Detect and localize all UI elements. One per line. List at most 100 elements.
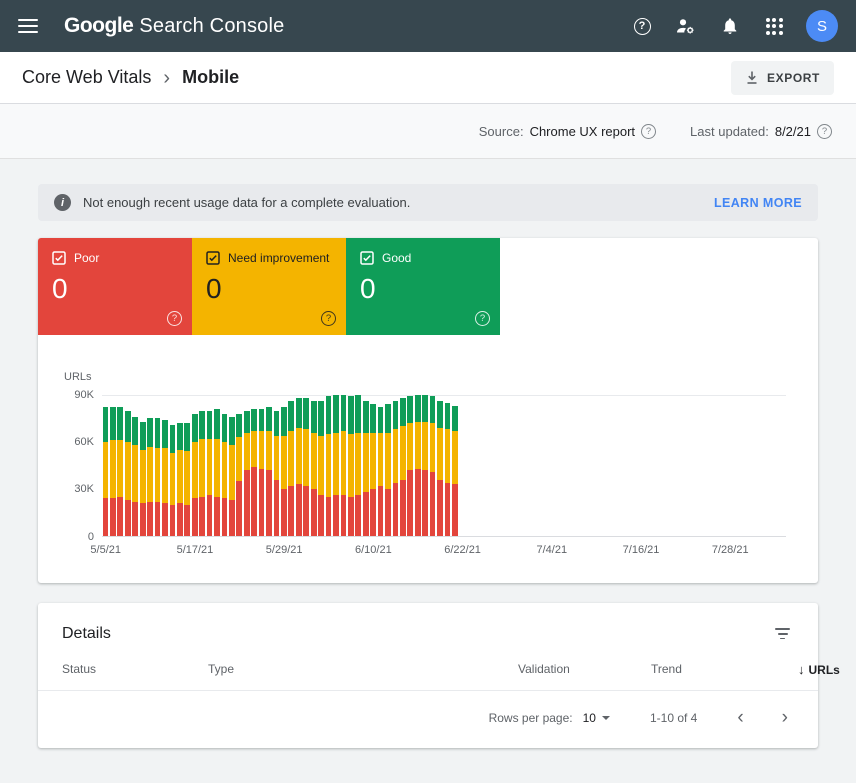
bar-6/19/21[interactable] (437, 401, 443, 536)
bar-6/12/21[interactable] (385, 404, 391, 536)
rows-per-page-select[interactable]: 10 (583, 711, 610, 725)
checked-checkbox-icon[interactable] (52, 251, 66, 265)
menu-icon[interactable] (18, 19, 38, 33)
bar-6/16/21[interactable] (414, 394, 421, 536)
bar-6/11/21[interactable] (377, 407, 384, 536)
x-tick-5/17/21: 5/17/21 (176, 544, 214, 556)
apps-grid-icon (765, 17, 783, 35)
bar-6/5/21[interactable] (333, 394, 339, 536)
help-icon: ? (633, 17, 651, 35)
source-value: Chrome UX report (529, 123, 636, 139)
bar-6/15/21[interactable] (407, 396, 414, 536)
bar-5/10/21[interactable] (139, 421, 146, 536)
bar-5/19/21[interactable] (206, 410, 213, 536)
bar-5/31/21[interactable] (295, 398, 302, 536)
bar-6/17/21[interactable] (422, 394, 429, 536)
bar-6/9/21[interactable] (362, 401, 369, 536)
apps-button[interactable] (762, 14, 786, 38)
bar-5/23/21[interactable] (236, 413, 243, 536)
tile-need-improvement[interactable]: Need improvement 0 ? (192, 238, 346, 335)
last-updated-help-icon[interactable]: ? (817, 123, 832, 139)
last-updated-label: Last updated: (690, 123, 769, 139)
bar-6/20/21[interactable] (444, 402, 451, 536)
bar-5/8/21[interactable] (124, 410, 131, 536)
bar-5/18/21[interactable] (199, 410, 205, 536)
breadcrumb-core-web-vitals[interactable]: Core Web Vitals (22, 67, 152, 87)
bar-5/17/21[interactable] (191, 413, 198, 536)
pagination-range: 1-10 of 4 (649, 710, 698, 725)
bar-5/9/21[interactable] (132, 416, 139, 536)
user-settings-button[interactable] (674, 14, 698, 38)
tile-poor-help-icon[interactable]: ? (167, 311, 182, 326)
google-search-console-logo[interactable]: Google Search Console (64, 14, 284, 38)
bar-5/30/21[interactable] (288, 401, 295, 536)
bar-6/6/21[interactable] (340, 394, 347, 536)
logo-google-text: Google (64, 14, 134, 37)
chevron-right-icon: › (163, 66, 171, 89)
bar-5/13/21[interactable] (162, 419, 168, 536)
learn-more-link[interactable]: LEARN MORE (713, 195, 802, 210)
bar-6/4/21[interactable] (325, 396, 332, 536)
tile-good[interactable]: Good 0 ? (346, 238, 500, 335)
download-icon (747, 71, 757, 84)
bar-6/13/21[interactable] (392, 401, 399, 536)
bar-5/6/21[interactable] (110, 407, 116, 536)
bar-5/25/21[interactable] (251, 408, 258, 536)
bar-5/12/21[interactable] (154, 418, 161, 536)
bar-6/2/21[interactable] (310, 401, 317, 536)
help-button[interactable]: ? (630, 14, 654, 38)
bar-5/28/21[interactable] (273, 410, 280, 536)
bar-6/7/21[interactable] (347, 396, 354, 536)
bar-5/20/21[interactable] (214, 408, 220, 536)
report-card: Poor 0 ? Need improvement 0 ? (38, 238, 818, 583)
bar-6/3/21[interactable] (318, 401, 324, 536)
chart-x-axis: 5/5/21 5/17/21 5/29/21 6/10/21 6/22/21 7/4/21… (90, 537, 786, 563)
bar-5/29/21[interactable] (281, 407, 287, 536)
banner-message: Not enough recent usage data for a compl… (83, 195, 411, 210)
checked-checkbox-icon[interactable] (206, 251, 220, 265)
bar-5/24/21[interactable] (243, 410, 250, 536)
bar-5/22/21[interactable] (228, 416, 235, 536)
bar-6/1/21[interactable] (303, 398, 310, 536)
next-page-button[interactable]: › (781, 707, 788, 729)
bar-5/14/21[interactable] (169, 424, 176, 536)
bar-5/5/21[interactable] (102, 407, 109, 536)
checked-checkbox-icon[interactable] (360, 251, 374, 265)
rows-per-page-label: Rows per page: (488, 710, 573, 725)
bar-6/21/21[interactable] (452, 405, 458, 536)
bar-5/11/21[interactable] (147, 418, 153, 536)
notifications-button[interactable] (718, 14, 742, 38)
account-avatar[interactable]: S (806, 10, 838, 42)
y-tick-60k: 60K (74, 436, 94, 448)
source-help-icon[interactable]: ? (641, 123, 657, 139)
tile-good-label: Good (382, 251, 412, 265)
filter-button[interactable] (771, 624, 794, 643)
bar-6/18/21[interactable] (429, 396, 436, 536)
sort-descending-icon: ↓ (798, 662, 805, 678)
bar-6/14/21[interactable] (399, 398, 406, 536)
bar-6/10/21[interactable] (370, 404, 376, 536)
source-group: Source: Chrome UX report ? (479, 123, 657, 139)
bar-5/7/21[interactable] (117, 407, 124, 536)
column-type: Type (208, 662, 235, 677)
previous-page-button[interactable]: ‹ (737, 707, 744, 729)
bar-5/16/21[interactable] (184, 423, 191, 536)
tile-good-help-icon[interactable]: ? (475, 311, 490, 326)
x-tick-5/29/21: 5/29/21 (265, 544, 303, 556)
details-title: Details (62, 624, 111, 642)
tile-need-improvement-help-icon[interactable]: ? (321, 311, 336, 326)
urls-trend-chart: URLs 90K 60K 30K 0 5/5/21 5/17/21 5/29/21 6… (56, 371, 786, 563)
export-button[interactable]: EXPORT (731, 60, 834, 95)
gridline-90k (102, 395, 786, 396)
bar-6/8/21[interactable] (355, 394, 362, 536)
column-status: Status (62, 662, 97, 677)
bar-5/26/21[interactable] (258, 408, 265, 536)
column-urls-sort[interactable]: ↓ URLs (798, 662, 840, 677)
rows-per-page-value: 10 (582, 710, 596, 725)
y-tick-0: 0 (87, 531, 94, 543)
column-trend: Trend (651, 662, 682, 677)
bar-5/15/21[interactable] (176, 423, 183, 536)
bar-5/21/21[interactable] (221, 413, 228, 536)
bar-5/27/21[interactable] (266, 407, 272, 536)
tile-poor[interactable]: Poor 0 ? (38, 238, 192, 335)
